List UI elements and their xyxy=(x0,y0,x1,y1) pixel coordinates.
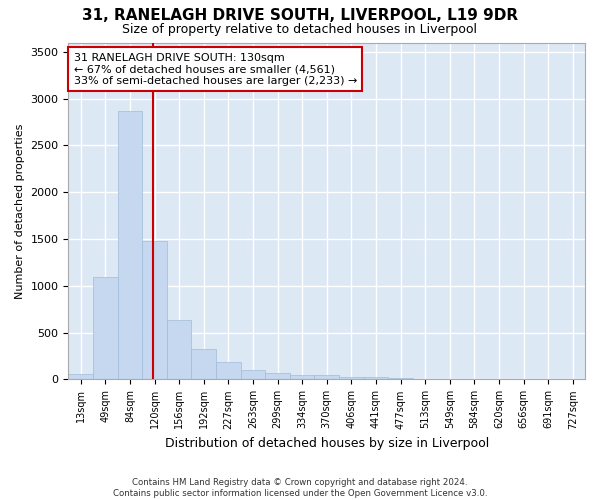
X-axis label: Distribution of detached houses by size in Liverpool: Distribution of detached houses by size … xyxy=(164,437,489,450)
Bar xyxy=(191,348,216,380)
Bar xyxy=(241,370,265,380)
Text: 31, RANELAGH DRIVE SOUTH, LIVERPOOL, L19 9DR: 31, RANELAGH DRIVE SOUTH, LIVERPOOL, L19… xyxy=(82,8,518,22)
Y-axis label: Number of detached properties: Number of detached properties xyxy=(15,124,25,298)
Bar xyxy=(142,242,167,380)
Bar xyxy=(314,375,339,380)
Bar xyxy=(118,111,142,380)
Text: Contains HM Land Registry data © Crown copyright and database right 2024.
Contai: Contains HM Land Registry data © Crown c… xyxy=(113,478,487,498)
Bar xyxy=(364,377,388,380)
Bar xyxy=(388,378,413,380)
Bar xyxy=(290,375,314,380)
Bar xyxy=(216,362,241,380)
Bar xyxy=(265,374,290,380)
Text: Size of property relative to detached houses in Liverpool: Size of property relative to detached ho… xyxy=(122,22,478,36)
Bar xyxy=(68,374,93,380)
Bar xyxy=(339,376,364,380)
Bar xyxy=(93,277,118,380)
Bar xyxy=(167,320,191,380)
Text: 31 RANELAGH DRIVE SOUTH: 130sqm
← 67% of detached houses are smaller (4,561)
33%: 31 RANELAGH DRIVE SOUTH: 130sqm ← 67% of… xyxy=(74,52,357,86)
